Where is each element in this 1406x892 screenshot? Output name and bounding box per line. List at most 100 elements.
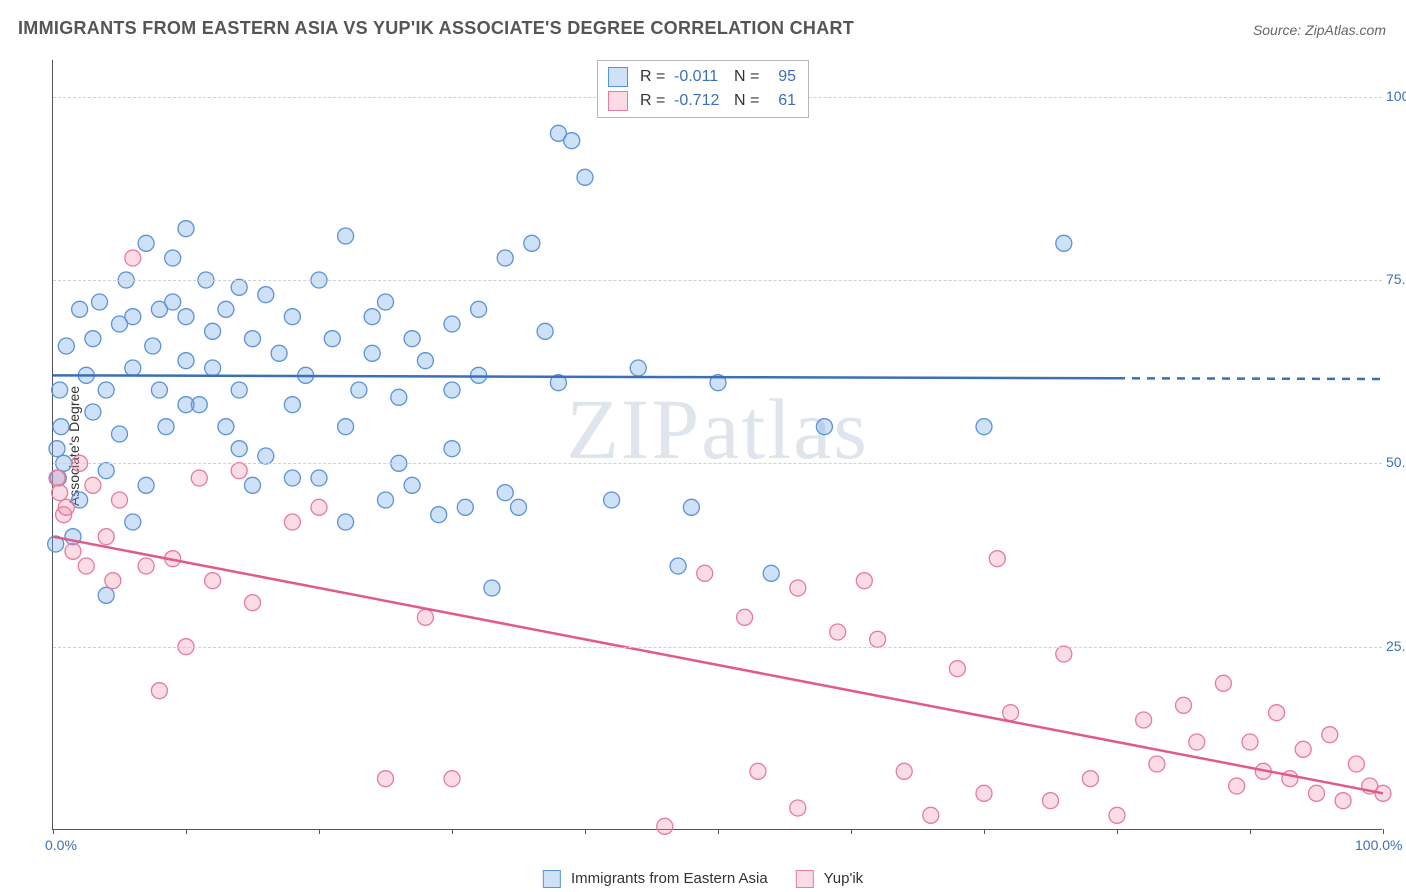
data-point (231, 463, 247, 479)
data-point (125, 250, 141, 266)
data-point (158, 419, 174, 435)
data-point (1189, 734, 1205, 750)
data-point (231, 279, 247, 295)
legend-swatch-2 (796, 870, 814, 888)
data-point (351, 382, 367, 398)
data-point (1242, 734, 1258, 750)
data-point (1309, 785, 1325, 801)
data-point (125, 360, 141, 376)
data-point (338, 514, 354, 530)
data-point (1043, 793, 1059, 809)
data-point (231, 382, 247, 398)
data-point (138, 235, 154, 251)
scatter-svg (53, 60, 1382, 829)
stats-row-series-2: R = -0.712 N = 61 (608, 89, 796, 113)
y-tick-label: 50.0% (1386, 454, 1406, 470)
data-point (976, 419, 992, 435)
data-point (378, 771, 394, 787)
x-tick (319, 829, 320, 834)
data-point (125, 514, 141, 530)
data-point (457, 499, 473, 515)
source-attribution: Source: ZipAtlas.com (1253, 22, 1386, 38)
data-point (1056, 646, 1072, 662)
data-point (497, 485, 513, 501)
data-point (604, 492, 620, 508)
data-point (1348, 756, 1364, 772)
data-point (630, 360, 646, 376)
stats-row-series-1: R = -0.011 N = 95 (608, 65, 796, 89)
data-point (1056, 235, 1072, 251)
data-point (670, 558, 686, 574)
x-tick (851, 829, 852, 834)
data-point (245, 595, 261, 611)
data-point (72, 301, 88, 317)
data-point (1136, 712, 1152, 728)
data-point (1149, 756, 1165, 772)
data-point (1109, 807, 1125, 823)
swatch-series-2 (608, 91, 628, 111)
data-point (98, 587, 114, 603)
data-point (284, 309, 300, 325)
data-point (85, 477, 101, 493)
data-point (324, 331, 340, 347)
data-point (165, 250, 181, 266)
y-tick-label: 75.0% (1386, 271, 1406, 287)
data-point (364, 345, 380, 361)
data-point (378, 492, 394, 508)
legend-swatch-1 (543, 870, 561, 888)
data-point (105, 573, 121, 589)
data-point (444, 382, 460, 398)
data-point (444, 441, 460, 457)
y-tick-label: 25.0% (1386, 638, 1406, 654)
data-point (896, 763, 912, 779)
data-point (1335, 793, 1351, 809)
x-tick (1117, 829, 1118, 834)
data-point (391, 389, 407, 405)
data-point (870, 631, 886, 647)
gridline (53, 280, 1382, 281)
data-point (989, 551, 1005, 567)
data-point (976, 785, 992, 801)
data-point (178, 353, 194, 369)
data-point (1003, 705, 1019, 721)
data-point (92, 294, 108, 310)
x-tick (452, 829, 453, 834)
data-point (511, 499, 527, 515)
x-tick (718, 829, 719, 834)
data-point (790, 800, 806, 816)
data-point (750, 763, 766, 779)
data-point (205, 360, 221, 376)
data-point (52, 382, 68, 398)
data-point (205, 573, 221, 589)
data-point (417, 353, 433, 369)
data-point (404, 477, 420, 493)
legend-item-2: Yup'ik (796, 870, 863, 888)
plot-area: ZIPatlas 25.0%50.0%75.0%100.0%0.0%100.0% (52, 60, 1382, 830)
data-point (151, 382, 167, 398)
data-point (52, 485, 68, 501)
x-tick-label: 0.0% (45, 837, 77, 853)
data-point (145, 338, 161, 354)
data-point (1215, 675, 1231, 691)
trend-line (53, 375, 1117, 378)
data-point (178, 221, 194, 237)
data-point (178, 397, 194, 413)
data-point (378, 294, 394, 310)
data-point (524, 235, 540, 251)
data-point (564, 133, 580, 149)
data-point (58, 338, 74, 354)
trend-line-extrapolated (1117, 378, 1383, 379)
data-point (245, 477, 261, 493)
data-point (165, 294, 181, 310)
data-point (191, 470, 207, 486)
data-point (284, 514, 300, 530)
data-point (949, 661, 965, 677)
data-point (284, 397, 300, 413)
data-point (271, 345, 287, 361)
data-point (49, 470, 65, 486)
legend-bottom: Immigrants from Eastern Asia Yup'ik (543, 870, 863, 888)
data-point (85, 404, 101, 420)
data-point (537, 323, 553, 339)
data-point (444, 316, 460, 332)
data-point (923, 807, 939, 823)
